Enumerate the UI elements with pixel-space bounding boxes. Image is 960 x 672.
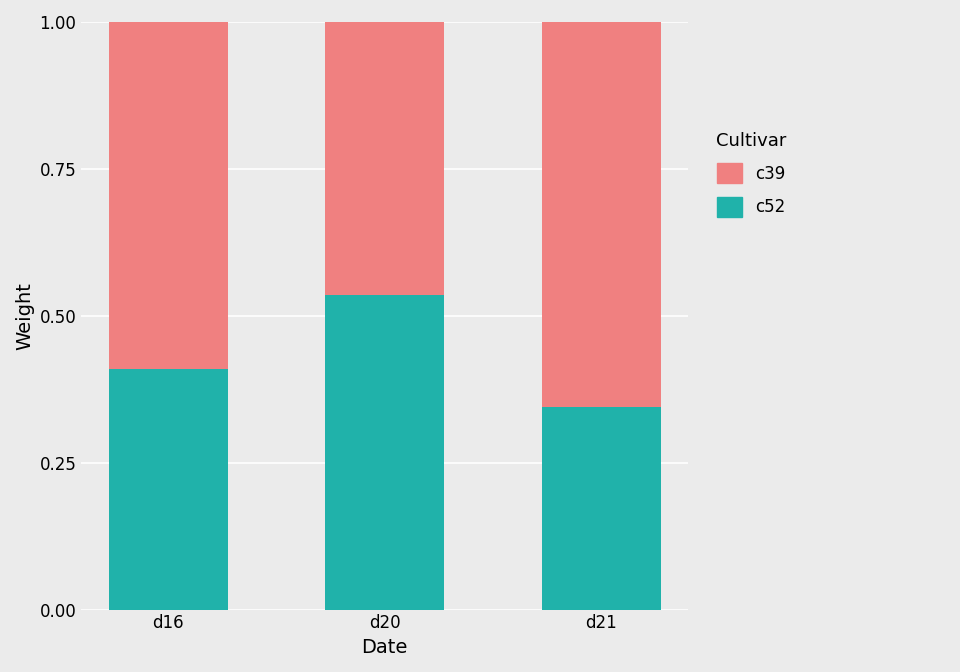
Bar	[325, 22, 444, 295]
X-axis label: Date: Date	[362, 638, 408, 657]
Bar	[325, 295, 444, 610]
Legend: c39, c52: c39, c52	[703, 118, 800, 230]
Bar	[108, 369, 228, 610]
Bar	[541, 407, 660, 610]
Bar	[541, 22, 660, 407]
Y-axis label: Weight: Weight	[15, 282, 34, 349]
Bar	[108, 22, 228, 369]
